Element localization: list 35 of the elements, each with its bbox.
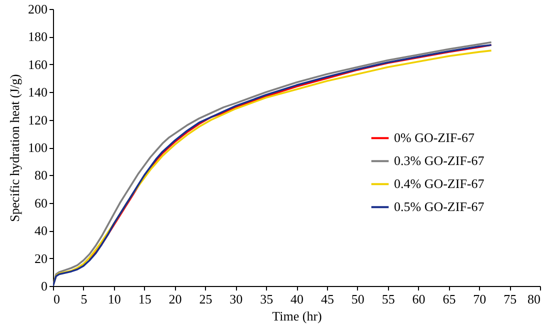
y-tick-label: 60	[34, 195, 48, 210]
x-tick-label: 80	[528, 292, 540, 306]
x-tick-label: 70	[473, 292, 486, 306]
legend-label: 0% GO-ZIF-67	[394, 130, 476, 146]
x-tick-label: 30	[230, 292, 243, 306]
x-tick-label: 0	[54, 292, 60, 306]
x-tick-label: 20	[168, 292, 182, 306]
y-tick-label: 200	[28, 2, 48, 16]
y-tick-label: 160	[28, 56, 48, 72]
x-tick-label: 55	[382, 292, 395, 306]
x-tick-label: 25	[199, 292, 212, 306]
y-tick-label: 180	[28, 29, 48, 44]
x-tick-label: 10	[108, 292, 121, 306]
x-tick-label: 40	[290, 292, 304, 306]
y-tick-label: 120	[28, 112, 48, 128]
x-tick-label: 15	[138, 292, 152, 306]
x-axis-title: Time (hr)	[272, 308, 322, 324]
legend-label: 0.5% GO-ZIF-67	[394, 199, 485, 214]
y-tick-label: 140	[28, 84, 48, 100]
legend-label: 0.3% GO-ZIF-67	[394, 153, 485, 168]
x-tick-label: 65	[442, 292, 456, 306]
line-series	[88, 44, 492, 261]
x-tick-label: 60	[412, 292, 426, 306]
y-tick-label: 80	[34, 168, 48, 183]
y-axis-title: Specific hydration heat (J/g)	[7, 74, 22, 222]
x-tick-label: 35	[260, 292, 274, 306]
y-tick-label: 40	[34, 223, 48, 238]
x-tick-label: 75	[504, 292, 517, 306]
x-tick-label: 45	[320, 292, 334, 306]
x-tick-label: 50	[351, 292, 364, 306]
y-tick-label: 0	[41, 278, 48, 294]
y-tick-label: 100	[28, 140, 48, 155]
legend-label: 0.4% GO-ZIF-67	[394, 176, 485, 192]
y-tick-label: 20	[34, 250, 48, 266]
x-tick-label: 5	[80, 292, 88, 306]
